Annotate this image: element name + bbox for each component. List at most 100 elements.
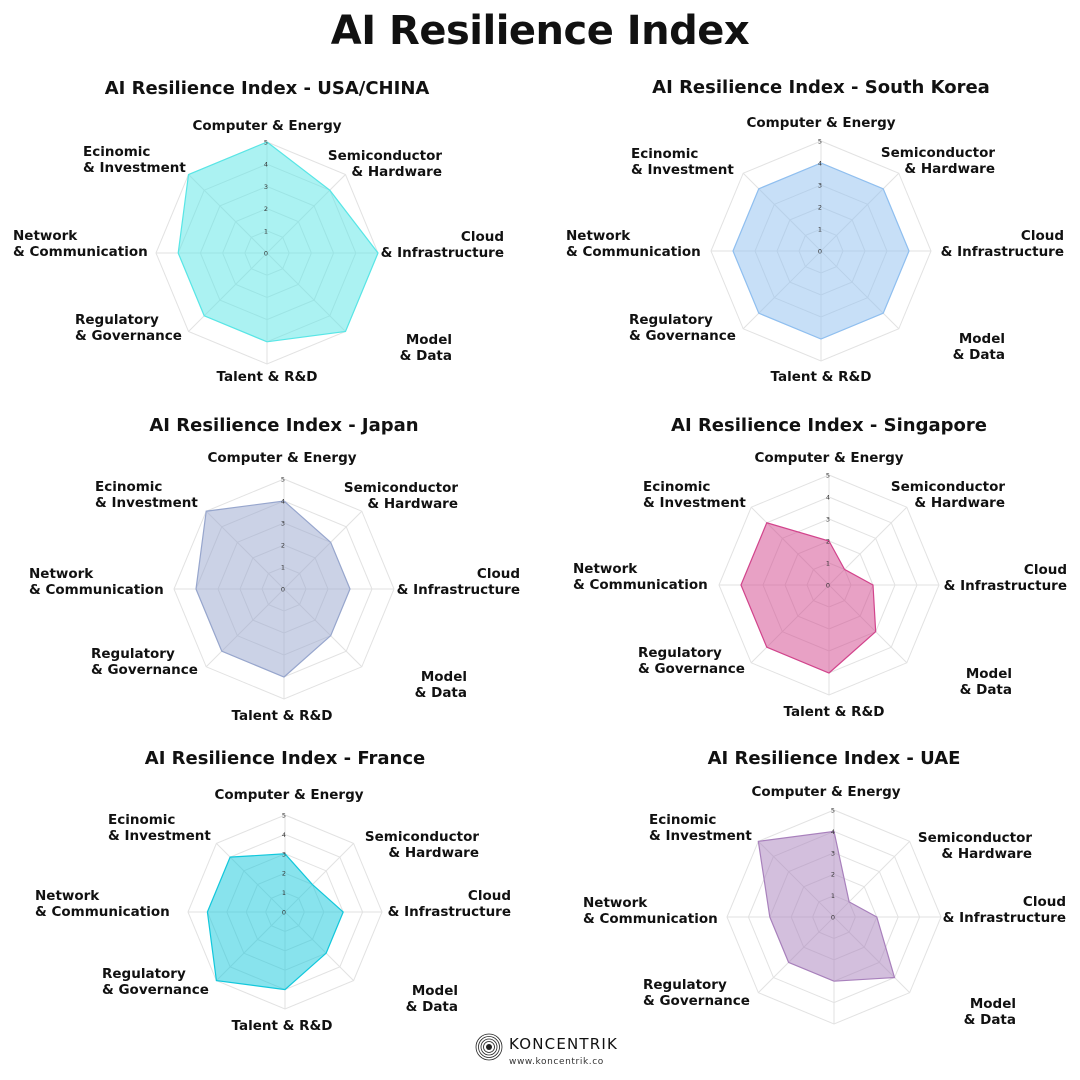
series-area xyxy=(206,853,344,991)
footer-brand: KONCENTRIK xyxy=(509,1035,619,1053)
axis-label: Ecinomic & Investment xyxy=(649,812,752,844)
axis-label: Ecinomic & Investment xyxy=(631,146,734,178)
tick-label: 2 xyxy=(831,871,835,879)
footer: KONCENTRIK www.koncentrik.co xyxy=(0,1032,1080,1072)
radar-chart-france: AI Resilience Index - France 0 1 2 3 4 5 Comput… xyxy=(35,748,511,1032)
axis-label: Cloud & Infrastructure xyxy=(944,562,1067,594)
axis-label: Semiconductor & Hardware xyxy=(328,148,442,180)
axis-label: Talent & R&D xyxy=(217,369,318,385)
axis-label: Semiconductor & Hardware xyxy=(891,479,1005,511)
tick-label: 5 xyxy=(282,812,286,820)
axis-label: Semiconductor & Hardware xyxy=(344,480,458,512)
tick-label: 3 xyxy=(818,182,822,190)
tick-label: 5 xyxy=(264,139,268,147)
tick-label: 1 xyxy=(282,889,286,897)
tick-label: 3 xyxy=(826,516,830,524)
axis-label: Regulatory & Governance xyxy=(643,977,750,1009)
axis-label: Model & Data xyxy=(415,669,467,701)
series-area xyxy=(195,500,351,678)
axis-label: Computer & Energy xyxy=(754,450,903,466)
axis-label: Talent & R&D xyxy=(784,704,885,720)
chart-title: AI Resilience Index - USA/CHINA xyxy=(105,78,430,99)
tick-label: 4 xyxy=(264,161,268,169)
chart-title: AI Resilience Index - France xyxy=(145,748,425,769)
tick-label: 0 xyxy=(282,909,286,917)
axis-label: Model & Data xyxy=(964,996,1016,1028)
axis-label: Ecinomic & Investment xyxy=(643,479,746,511)
tick-label: 5 xyxy=(281,476,285,484)
tick-label: 1 xyxy=(264,227,268,235)
axis-label: Ecinomic & Investment xyxy=(83,144,186,176)
axis-label: Network & Communication xyxy=(583,895,718,927)
series-area xyxy=(177,141,379,343)
tick-label: 1 xyxy=(826,560,830,568)
axis-label: Computer & Energy xyxy=(751,784,900,800)
radar-chart-singapore: AI Resilience Index - Singapore 0 1 2 3 4 5 Com… xyxy=(573,415,1067,720)
tick-label: 4 xyxy=(282,831,286,839)
axis-label: Computer & Energy xyxy=(746,115,895,131)
axis-label: Regulatory & Governance xyxy=(629,312,736,344)
axis-label: Regulatory & Governance xyxy=(638,645,745,677)
axis-label: Semiconductor & Hardware xyxy=(365,829,479,861)
chart-title: AI Resilience Index - UAE xyxy=(708,748,961,769)
radar-chart-uae: AI Resilience Index - UAE 0 1 2 3 4 5 Computer … xyxy=(583,748,1066,1032)
tick-label: 2 xyxy=(818,204,822,212)
inner-axis-label: Talent & R&D xyxy=(811,1031,855,1032)
tick-label: 0 xyxy=(826,582,830,590)
axis-label: Talent & R&D xyxy=(232,1018,333,1032)
radar-chart-japan: AI Resilience Index - Japan 0 1 2 3 4 5 Compute… xyxy=(29,415,520,724)
axis-label: Network & Communication xyxy=(573,561,708,593)
axis-label: Talent & R&D xyxy=(771,369,872,385)
axis-label: Model & Data xyxy=(406,983,458,1015)
page-title: AI Resilience Index xyxy=(330,8,750,54)
axis-label: Cloud & Infrastructure xyxy=(381,229,504,261)
axis-label: Network & Communication xyxy=(566,228,701,260)
chart-title: AI Resilience Index - Japan xyxy=(149,415,418,436)
series-area xyxy=(740,522,877,674)
axis-label: Cloud & Infrastructure xyxy=(388,888,511,920)
axis-label: Regulatory & Governance xyxy=(75,312,182,344)
axis-label: Ecinomic & Investment xyxy=(108,812,211,844)
axis-label: Ecinomic & Investment xyxy=(95,479,198,511)
tick-label: 2 xyxy=(264,205,268,213)
axis-label: Cloud & Infrastructure xyxy=(943,894,1066,926)
chart-title: AI Resilience Index - South Korea xyxy=(652,77,990,98)
axis-label: Network & Communication xyxy=(13,228,148,260)
axis-label: Computer & Energy xyxy=(214,787,363,803)
series-area xyxy=(732,162,910,340)
axis-label: Model & Data xyxy=(953,331,1005,363)
axis-label: Computer & Energy xyxy=(192,118,341,134)
axis-label: Network & Communication xyxy=(29,566,164,598)
tick-label: 1 xyxy=(831,892,835,900)
radar-chart-south-korea: AI Resilience Index - South Korea 0 1 2 3 4 5 C… xyxy=(566,77,1064,385)
axis-label: Computer & Energy xyxy=(207,450,356,466)
tick-label: 2 xyxy=(281,542,285,550)
axis-label: Talent & R&D xyxy=(232,708,333,724)
axis-label: Cloud & Infrastructure xyxy=(941,228,1064,260)
radar-chart-usa-china: AI Resilience Index - USA/CHINA 0 1 2 3 4 5 Com… xyxy=(13,78,504,385)
tick-label: 0 xyxy=(818,248,822,256)
tick-label: 0 xyxy=(281,586,285,594)
tick-label: 0 xyxy=(264,250,268,258)
axis-label: Semiconductor & Hardware xyxy=(918,830,1032,862)
tick-label: 1 xyxy=(281,564,285,572)
koncentrik-logo-icon xyxy=(475,1033,503,1061)
tick-label: 3 xyxy=(831,849,835,857)
axis-label: Network & Communication xyxy=(35,888,170,920)
tick-label: 1 xyxy=(818,226,822,234)
tick-label: 4 xyxy=(818,160,822,168)
footer-url: www.koncentrik.co xyxy=(509,1057,604,1067)
tick-label: 3 xyxy=(281,520,285,528)
axis-label: Semiconductor & Hardware xyxy=(881,145,995,177)
tick-label: 4 xyxy=(281,498,285,506)
tick-label: 3 xyxy=(282,850,286,858)
tick-label: 2 xyxy=(826,538,830,546)
axis-label: Cloud & Infrastructure xyxy=(397,566,520,598)
tick-label: 5 xyxy=(818,138,822,146)
tick-label: 3 xyxy=(264,183,268,191)
series-area xyxy=(757,830,896,982)
tick-label: 2 xyxy=(282,870,286,878)
axis-label: Model & Data xyxy=(400,332,452,364)
axis-label: Regulatory & Governance xyxy=(102,966,209,998)
radar-charts: AI Resilience Index - USA/CHINA 0 1 2 3 4 5 Com… xyxy=(13,77,1067,1032)
